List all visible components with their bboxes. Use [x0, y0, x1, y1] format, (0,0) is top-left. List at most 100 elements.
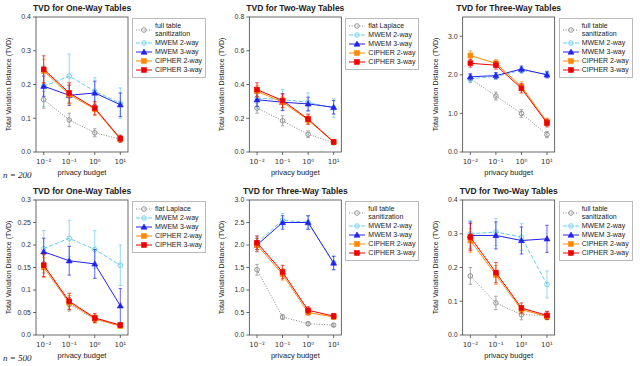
plot-frame [36, 200, 128, 335]
error-bar [42, 56, 46, 83]
marker [92, 106, 97, 111]
x-tick-label: 10⁻² [249, 341, 265, 349]
series [41, 220, 122, 285]
marker [493, 73, 499, 78]
series [41, 59, 122, 142]
y-tick-label: 0.5 [235, 309, 245, 316]
marker [493, 270, 498, 275]
error-bar [545, 311, 549, 319]
marker [67, 91, 72, 96]
series-line [44, 265, 121, 325]
x-tick-label: 10⁻¹ [275, 341, 291, 349]
x-tick [282, 152, 283, 155]
legend-handle [136, 57, 152, 65]
legend-handle [563, 39, 579, 47]
error-bar [42, 254, 46, 277]
marker [280, 220, 286, 225]
legend-line [136, 30, 152, 31]
legend-item: MWEM 3-way [563, 231, 629, 239]
marker [67, 299, 72, 304]
y-tick-label: 0.0 [448, 331, 458, 338]
marker [118, 323, 123, 328]
x-tick-label: 10⁻² [249, 158, 265, 166]
marker [519, 86, 524, 91]
marker [92, 316, 97, 321]
error-bar [520, 110, 524, 118]
x-tick-label: 10¹ [114, 158, 126, 166]
marker [142, 59, 147, 64]
marker [544, 72, 550, 77]
y-tick-label: 3.0 [448, 33, 458, 40]
x-tick [308, 335, 309, 338]
y-tick [246, 152, 249, 153]
marker [280, 98, 285, 103]
error-bar [255, 83, 259, 97]
legend-item: CIPHER 3-way [563, 66, 629, 74]
error-bar [469, 224, 473, 251]
y-tick-label: 2.0 [448, 71, 458, 78]
legend-item: CIPHER 2-way [349, 240, 415, 248]
series-line [470, 276, 547, 315]
marker [355, 60, 360, 65]
series [255, 264, 336, 327]
legend-item: CIPHER 2-way [136, 232, 202, 240]
error-bar [306, 114, 310, 124]
legend-handle [349, 240, 365, 248]
panel: TVD for One-Way Tables0.00.10.20.30.410⁻… [3, 3, 131, 180]
series-line [44, 264, 121, 326]
legend-handle [349, 231, 365, 239]
plot-area [254, 83, 337, 145]
legend-handle [563, 222, 579, 230]
legend-label: CIPHER 3-way [582, 249, 629, 257]
marker [255, 240, 260, 245]
legend-item: MWEM 2-way [136, 214, 202, 222]
series-line [257, 91, 334, 142]
legend-item: CIPHER 2-way [563, 240, 629, 248]
x-tick-label: 10⁰ [516, 158, 528, 166]
error-bar [545, 132, 549, 138]
y-tick [246, 200, 249, 201]
series-line [257, 223, 334, 264]
legend-line [349, 213, 365, 214]
plot-frame [463, 17, 555, 152]
y-axis-label: Total Variation Distance (TVD) [5, 38, 13, 132]
x-tick [470, 152, 471, 155]
marker [142, 41, 147, 46]
y-tick [246, 84, 249, 85]
series [255, 239, 336, 320]
plot-frame [36, 17, 128, 152]
x-tick [120, 152, 121, 155]
marker [331, 323, 336, 328]
marker [41, 249, 47, 254]
legend-label: CIPHER 2-way [582, 240, 629, 248]
y-tick [460, 113, 463, 114]
legend-item: flat Laplace [349, 22, 415, 30]
y-tick-label: 2.5 [235, 219, 245, 226]
legend-item: MWEM 3-way [349, 231, 415, 239]
legend-label: full table sanitization [582, 205, 617, 221]
marker [467, 74, 473, 79]
legend-handle [349, 249, 365, 257]
series [254, 216, 337, 270]
legend: flat LaplaceMWEM 2-wayMWEM 3-wayCIPHER 2… [132, 201, 206, 253]
legend-item: MWEM 3-way [563, 48, 629, 56]
marker [544, 236, 550, 241]
series [41, 76, 124, 117]
error-bar [119, 136, 123, 143]
legend-handle [563, 249, 579, 257]
legend-line [136, 209, 152, 210]
marker [493, 63, 498, 68]
marker [255, 240, 260, 245]
series [255, 83, 336, 144]
legend-label: MWEM 3-way [155, 48, 199, 56]
error-bar [494, 92, 498, 100]
x-tick [120, 335, 121, 338]
legend-handle [136, 241, 152, 249]
y-tick [246, 267, 249, 268]
marker [41, 83, 47, 88]
y-tick [460, 267, 463, 268]
legend-item: CIPHER 3-way [563, 249, 629, 257]
marker [331, 140, 336, 145]
x-tick [94, 152, 95, 155]
title: TVD for Three-Way Tables [456, 3, 561, 13]
